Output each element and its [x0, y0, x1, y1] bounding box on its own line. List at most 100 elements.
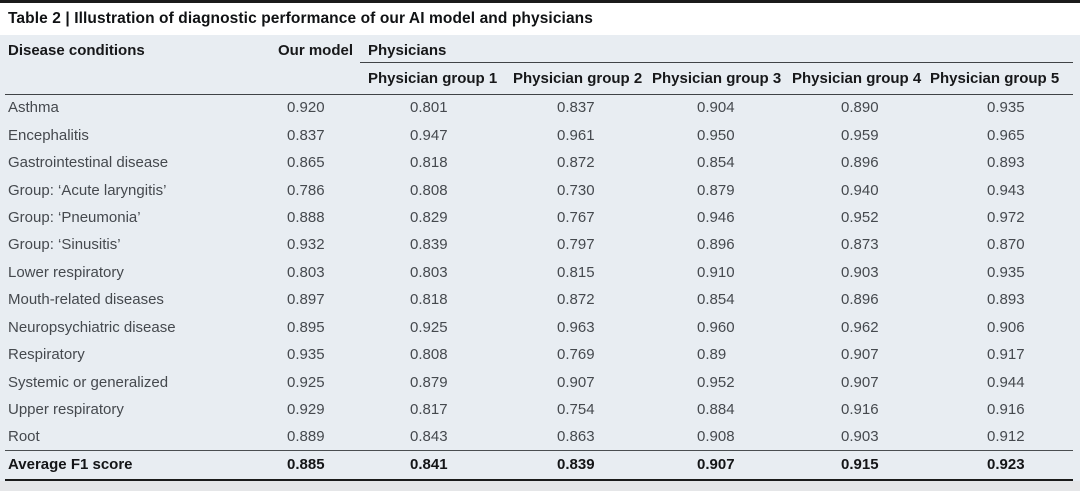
f1-score-cell: 0.89 [697, 346, 727, 364]
f1-score-cell: 0.912 [987, 428, 1025, 446]
diagnostic-performance-table: Disease conditions Our model Physicians … [5, 35, 1074, 481]
f1-score-cell: 0.920 [287, 99, 325, 117]
average-f1-value-group-2: 0.839 [505, 450, 645, 481]
f1-score-cell: 0.730 [557, 181, 595, 199]
top-rule [0, 0, 1080, 3]
f1-score-cell: 0.960 [697, 318, 735, 336]
f1-score-cell: 0.808 [410, 181, 448, 199]
table-row: Mouth-related diseases 0.897 0.818 0.872 0.8… [5, 286, 1073, 313]
f1-score-cell: 0.907 [557, 373, 595, 391]
f1-score-cell: 0.818 [410, 291, 448, 309]
f1-score-cell: 0.801 [410, 99, 448, 117]
f1-score-cell: 0.950 [697, 126, 735, 144]
average-f1-value-group-1: 0.841 [360, 450, 505, 481]
f1-score-cell: 0.863 [557, 428, 595, 446]
f1-score-cell: 0.786 [287, 181, 325, 199]
f1-score-cell: 0.952 [841, 208, 879, 226]
f1-score-cell: 0.940 [841, 181, 879, 199]
f1-score-cell: 0.870 [987, 236, 1025, 254]
f1-score-cell: 0.907 [841, 346, 879, 364]
f1-score-cell: 0.935 [987, 99, 1025, 117]
f1-score-cell: 0.872 [557, 154, 595, 172]
average-f1-row: Average F1 score 0.885 0.841 0.839 0.907… [5, 450, 1074, 481]
disease-condition-cell: Lower respiratory [8, 263, 124, 281]
f1-score-cell: 0.893 [987, 154, 1025, 172]
table-title-band: Table 2 | Illustration of diagnostic per… [0, 3, 1080, 35]
table-row: Respiratory 0.935 0.808 0.769 0.89 0.907 0.917 [5, 341, 1073, 368]
bottom-margin [0, 480, 1080, 491]
f1-score-cell: 0.865 [287, 154, 325, 172]
column-header-physician-group-3: Physician group 3 [645, 62, 785, 95]
f1-score-cell: 0.925 [287, 373, 325, 391]
disease-condition-cell: Asthma [8, 99, 59, 117]
f1-score-cell: 0.916 [987, 401, 1025, 419]
table-container: Disease conditions Our model Physicians … [0, 35, 1080, 481]
f1-score-cell: 0.906 [987, 318, 1025, 336]
f1-score-cell: 0.879 [410, 373, 448, 391]
f1-score-cell: 0.908 [697, 428, 735, 446]
header-row-1: Disease conditions Our model Physicians [5, 35, 1074, 95]
column-header-physician-group-1: Physician group 1 [360, 62, 505, 95]
column-header-physician-group-4: Physician group 4 [785, 62, 925, 95]
f1-score-cell: 0.935 [287, 346, 325, 364]
average-f1-value-group-4: 0.915 [785, 450, 925, 481]
average-f1-value-our-model: 0.885 [258, 450, 360, 481]
f1-score-cell: 0.959 [841, 126, 879, 144]
f1-score-cell: 0.818 [410, 154, 448, 172]
f1-score-cell: 0.854 [697, 291, 735, 309]
f1-score-cell: 0.961 [557, 126, 595, 144]
disease-condition-cell: Group: ‘Acute laryngitis’ [8, 181, 167, 199]
f1-score-cell: 0.884 [697, 401, 735, 419]
f1-score-cell: 0.897 [287, 291, 325, 309]
average-f1-value-group-3: 0.907 [645, 450, 785, 481]
f1-score-cell: 0.932 [287, 236, 325, 254]
f1-score-cell: 0.946 [697, 208, 735, 226]
f1-score-cell: 0.963 [557, 318, 595, 336]
f1-score-cell: 0.904 [697, 99, 735, 117]
header-row-2: Physician group 1 Physician group 2 Phys… [5, 62, 1074, 95]
disease-condition-cell: Mouth-related diseases [8, 291, 164, 309]
table-row: Gastrointestinal disease 0.865 0.818 0.872 0… [5, 149, 1073, 176]
f1-score-cell: 0.907 [841, 373, 879, 391]
f1-score-cell: 0.808 [410, 346, 448, 364]
disease-condition-cell: Root [8, 428, 40, 446]
f1-score-cell: 0.895 [287, 318, 325, 336]
table-row: Lower respiratory 0.803 0.803 0.815 0.910 0.9… [5, 259, 1073, 286]
column-header-our-model: Our model [258, 35, 360, 95]
f1-score-cell: 0.872 [557, 291, 595, 309]
table-header: Disease conditions Our model Physicians … [5, 35, 1074, 95]
disease-condition-cell: Systemic or generalized [8, 373, 169, 391]
column-header-physician-group-2: Physician group 2 [505, 62, 645, 95]
f1-score-cell: 0.952 [697, 373, 735, 391]
f1-score-cell: 0.803 [410, 263, 448, 281]
f1-score-cell: 0.837 [287, 126, 325, 144]
table-title: Table 2 | Illustration of diagnostic per… [8, 10, 593, 27]
f1-score-cell: 0.890 [841, 99, 879, 117]
f1-score-cell: 0.767 [557, 208, 595, 226]
f1-score-cell: 0.803 [287, 263, 325, 281]
table-row: Group: ‘Sinusitis’ 0.932 0.839 0.797 0.896 0.… [5, 231, 1073, 258]
f1-score-cell: 0.947 [410, 126, 448, 144]
f1-score-cell: 0.829 [410, 208, 448, 226]
f1-score-cell: 0.888 [287, 208, 325, 226]
f1-score-cell: 0.854 [697, 154, 735, 172]
disease-condition-cell: Neuropsychiatric disease [8, 318, 176, 336]
table-row: Group: ‘Pneumonia’ 0.888 0.829 0.767 0.946 0.… [5, 204, 1073, 231]
f1-score-cell: 0.893 [987, 291, 1025, 309]
f1-score-cell: 0.944 [987, 373, 1025, 391]
f1-score-cell: 0.839 [410, 236, 448, 254]
f1-score-cell: 0.879 [697, 181, 735, 199]
f1-score-cell: 0.943 [987, 181, 1025, 199]
f1-score-cell: 0.910 [697, 263, 735, 281]
f1-score-cell: 0.903 [841, 428, 879, 446]
f1-score-cell: 0.889 [287, 428, 325, 446]
f1-score-cell: 0.873 [841, 236, 879, 254]
table-row: Neuropsychiatric disease 0.895 0.925 0.963 0… [5, 314, 1073, 341]
f1-score-cell: 0.962 [841, 318, 879, 336]
table-row: Encephalitis 0.837 0.947 0.961 0.950 0.959 0.9… [5, 121, 1073, 148]
disease-condition-cell: Gastrointestinal disease [8, 154, 169, 172]
table-footer: Average F1 score 0.885 0.841 0.839 0.907… [5, 450, 1074, 481]
table-row: Upper respiratory 0.929 0.817 0.754 0.884 0.9… [5, 396, 1073, 423]
f1-score-cell: 0.917 [987, 346, 1025, 364]
f1-score-cell: 0.797 [557, 236, 595, 254]
